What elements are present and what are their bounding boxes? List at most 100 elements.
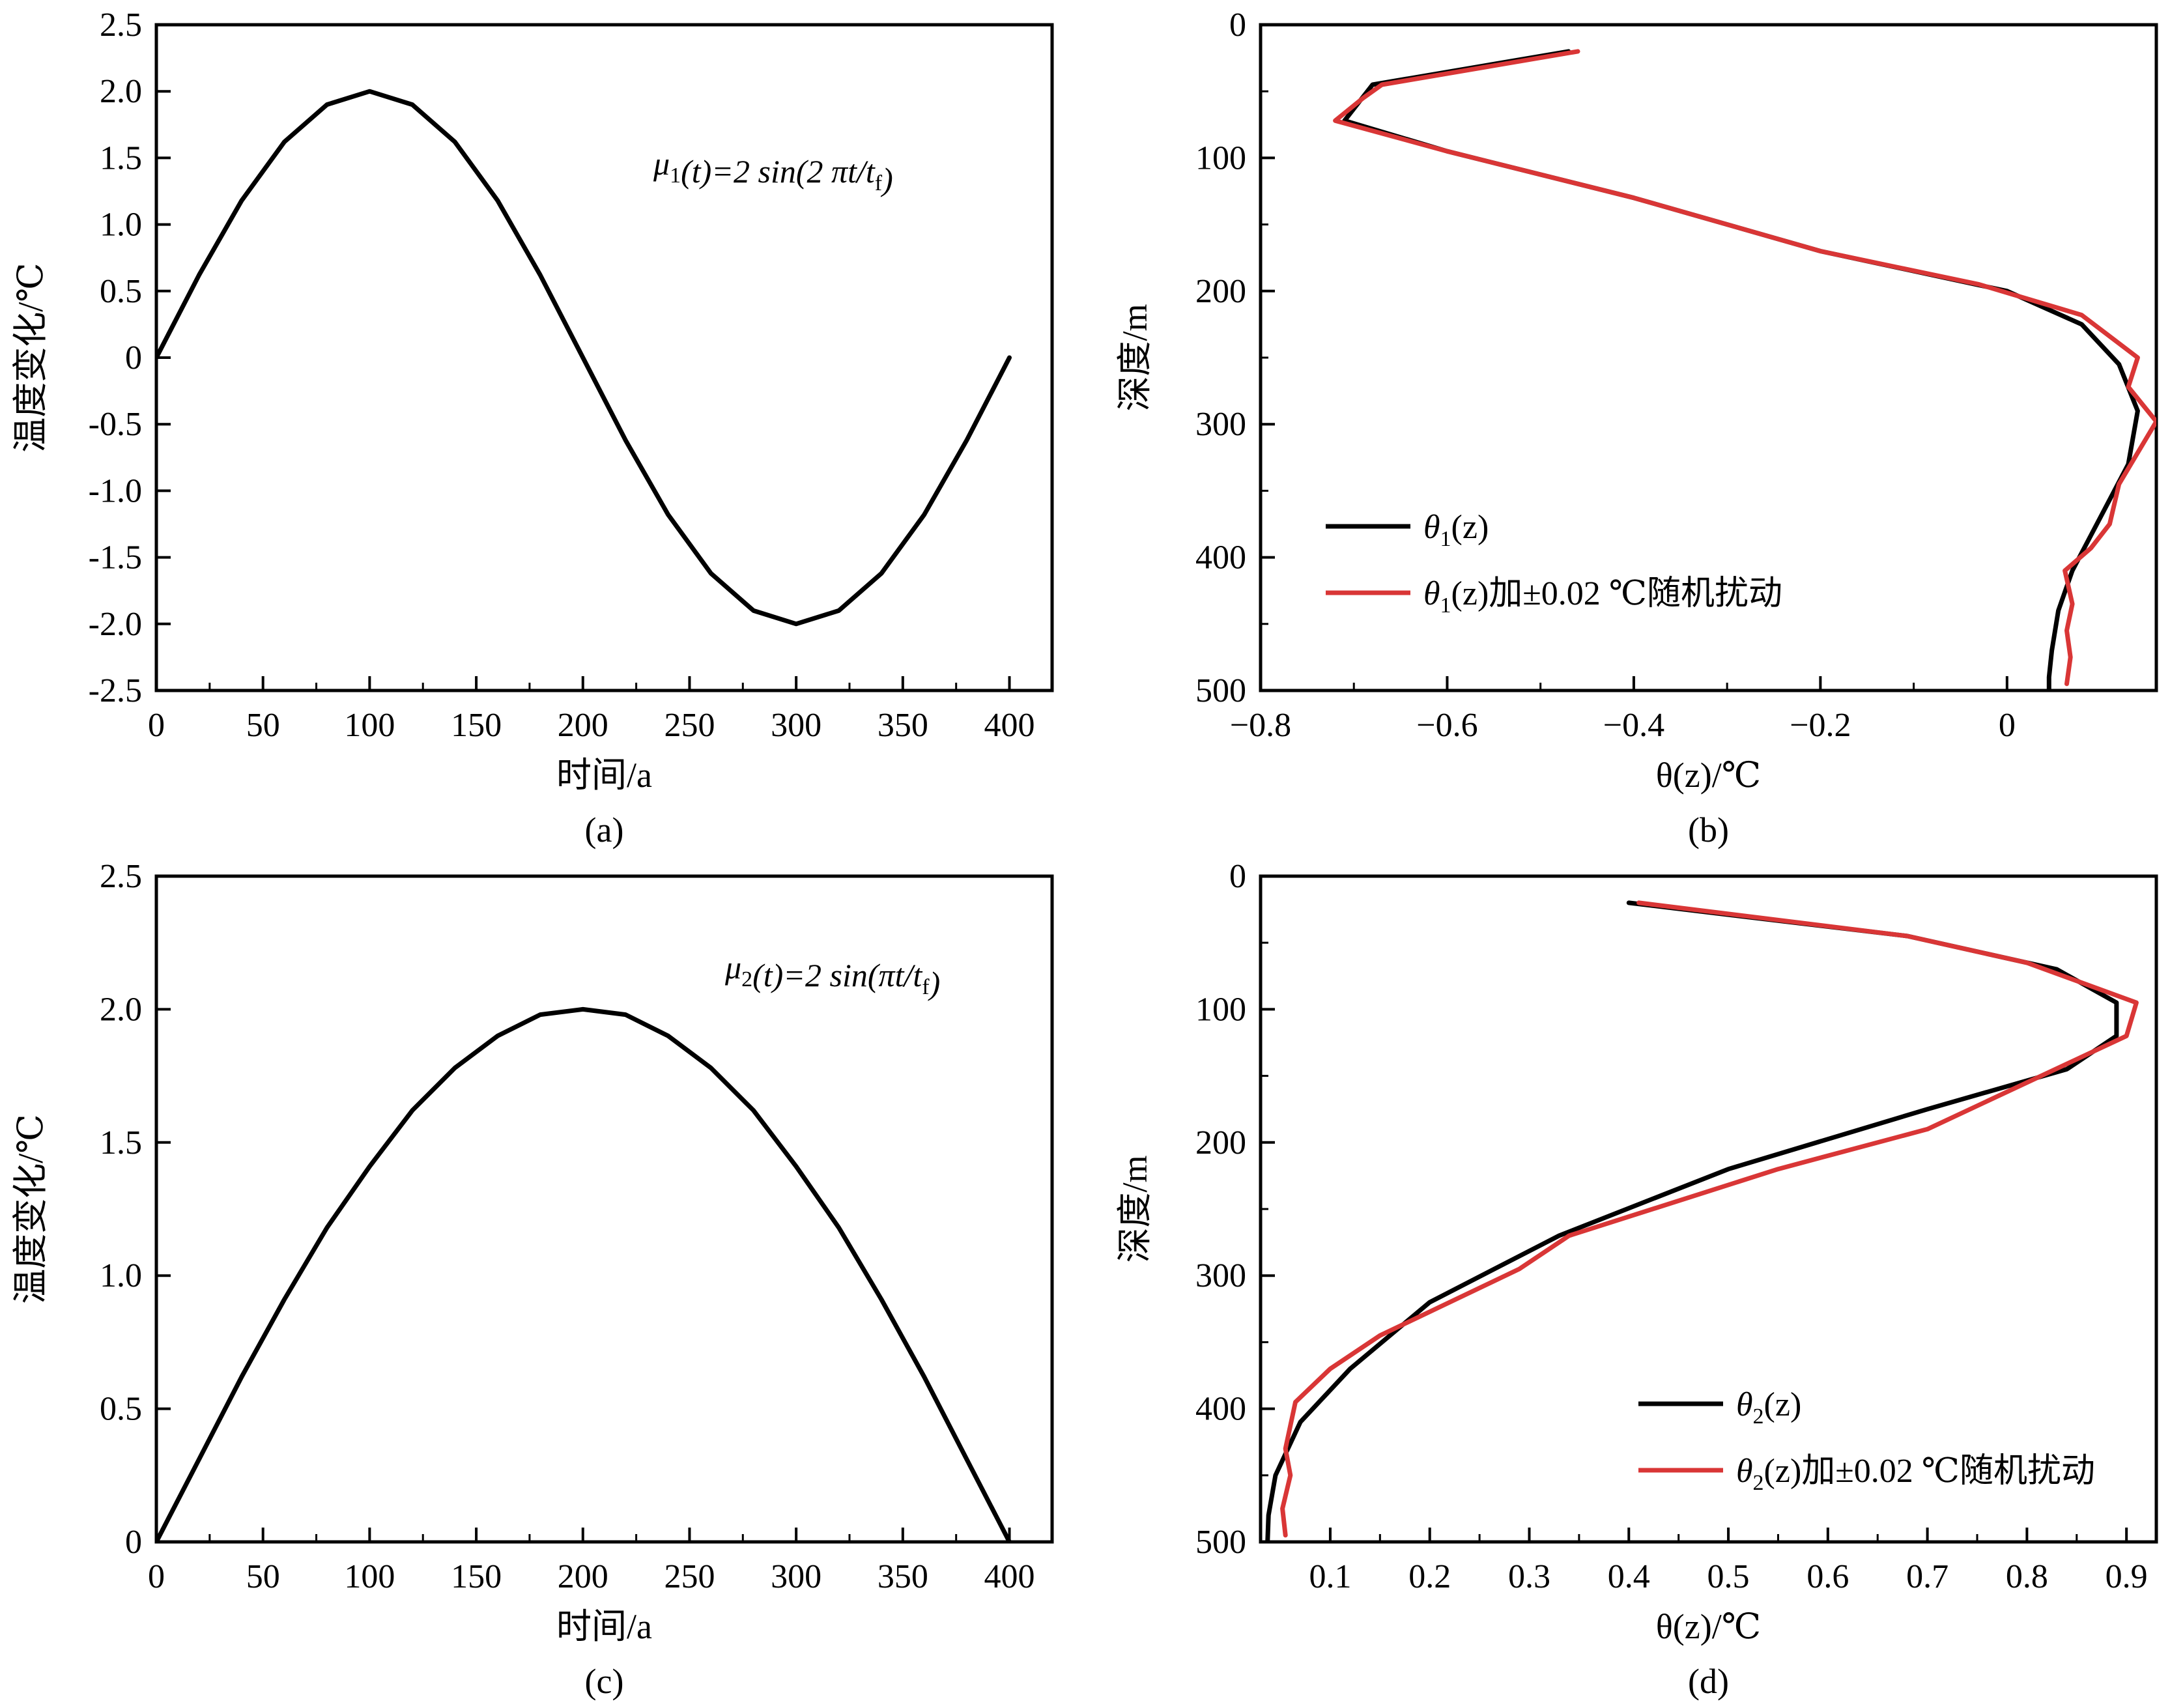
panel-a: 0 50 100 150 200 250 300 350 400 -2.5 -2.0 -1.5 -1.0… — [11, 7, 1054, 849]
y-tick-label: 0 — [1229, 7, 1246, 44]
y-tick-label: 400 — [1195, 1391, 1246, 1428]
x-tick-label: 0.2 — [1408, 1558, 1451, 1595]
legend-symbol: θ — [1423, 509, 1440, 546]
panel-caption: (a) — [585, 810, 624, 849]
y-tick-label: 300 — [1195, 406, 1246, 443]
formula-part: f — [875, 171, 883, 195]
y-tick-label: 100 — [1195, 991, 1246, 1028]
legend-rest: (z) — [1764, 1386, 1802, 1423]
y-tick-label: -0.5 — [89, 406, 142, 443]
legend-rest: (z) — [1451, 509, 1489, 546]
y-tick-label: 1.5 — [100, 139, 142, 177]
legend-label-2: θ2(z)加±0.02 ℃随机扰动 — [1736, 1453, 2095, 1495]
formula-annotation: μ2(t)=2 sin(πt/tf) — [724, 949, 940, 1001]
legend-symbol: θ — [1736, 1386, 1753, 1423]
y-tick-label: 100 — [1195, 139, 1246, 177]
formula-part: 2 — [741, 967, 752, 991]
x-axis-label: 时间/a — [556, 756, 652, 795]
y-axis-label: 深度/m — [1115, 304, 1154, 411]
y-tick-label: 0 — [1229, 858, 1246, 895]
y-tick-label: 1.0 — [100, 206, 142, 244]
x-tick-label: 300 — [771, 1558, 821, 1595]
series-line-1 — [156, 89, 1012, 627]
x-tick-label: 250 — [664, 1558, 715, 1595]
plot-frame — [154, 23, 1054, 692]
y-tick-label: 2.5 — [100, 858, 142, 895]
y-tick-label: 500 — [1195, 672, 1246, 709]
x-tick-label: 0.1 — [1309, 1558, 1351, 1595]
y-tick-label: 0.5 — [100, 273, 142, 310]
legend-label-1: θ1(z) — [1423, 509, 1489, 551]
panel-d: 0.1 0.2 0.3 0.4 0.5 0.6 0.7 0.8 0.9 0 100 200 300 400… — [1115, 858, 2158, 1701]
x-tick-label: 0.8 — [2006, 1558, 2048, 1595]
x-tick-label: 0 — [148, 1558, 165, 1595]
x-tick-label: 50 — [246, 1558, 280, 1595]
x-tick-label: 0.7 — [1906, 1558, 1949, 1595]
series-line-2 — [1333, 49, 2156, 687]
x-tick-label: −0.8 — [1230, 707, 1291, 744]
formula-part: μ — [724, 949, 741, 986]
y-tick-label: 300 — [1195, 1257, 1246, 1294]
plot-frame — [154, 874, 1054, 1544]
y-tick-label: 0 — [125, 339, 142, 377]
x-tick-label: 0.5 — [1707, 1558, 1750, 1595]
y-tick-label: 2.0 — [100, 73, 142, 110]
legend-symbol: θ — [1423, 575, 1440, 612]
y-axis-label: 温度变化/℃ — [11, 263, 50, 452]
formula-part: 1 — [670, 164, 681, 188]
panel-caption: (b) — [1688, 810, 1729, 849]
formula-part: f — [922, 975, 930, 999]
x-tick-label: 200 — [558, 707, 608, 744]
plot-frame — [1259, 874, 2158, 1544]
y-tick-label: 1.5 — [100, 1124, 142, 1161]
y-tick-label: -1.0 — [89, 472, 142, 509]
formula-part: μ — [653, 145, 670, 182]
x-tick-label: 0.4 — [1608, 1558, 1650, 1595]
x-tick-label: 150 — [451, 1558, 502, 1595]
y-tick-label: 500 — [1195, 1524, 1246, 1561]
x-tick-label: −0.2 — [1790, 707, 1851, 744]
legend-rest: (z)加±0.02 ℃随机扰动 — [1764, 1453, 2095, 1490]
y-tick-label: 400 — [1195, 539, 1246, 576]
y-axis-label: 温度变化/℃ — [11, 1114, 50, 1303]
x-tick-label: 400 — [984, 707, 1035, 744]
series-line-1 — [156, 1006, 1012, 1542]
x-axis-label: θ(z)/℃ — [1656, 756, 1761, 795]
y-tick-label: 1.0 — [100, 1257, 142, 1294]
formula-part: ) — [928, 965, 941, 1001]
x-axis-label: 时间/a — [556, 1607, 652, 1646]
formula-annotation: μ1(t)=2 sin(2 πt/tf) — [653, 145, 893, 197]
legend-subscript: 1 — [1440, 593, 1451, 618]
y-tick-label: 2.5 — [100, 7, 142, 44]
x-tick-label: 400 — [984, 1558, 1035, 1595]
panel-c: 0 50 100 150 200 250 300 350 400 0 0.5 1.0 1.5 2.0 2.5… — [11, 858, 1054, 1701]
y-tick-label: 200 — [1195, 1124, 1246, 1161]
x-tick-label: 0.3 — [1508, 1558, 1550, 1595]
series-line-2 — [1280, 900, 2139, 1538]
x-tick-label: 200 — [558, 1558, 608, 1595]
legend-label-1: θ2(z) — [1736, 1386, 1801, 1429]
y-tick-label: 2.0 — [100, 991, 142, 1028]
x-tick-label: 100 — [344, 707, 395, 744]
legend-subscript: 2 — [1753, 1404, 1764, 1429]
panel-caption: (c) — [585, 1662, 624, 1701]
y-tick-label: 0 — [125, 1524, 142, 1561]
legend-symbol: θ — [1736, 1453, 1753, 1490]
legend-subscript: 1 — [1440, 527, 1451, 551]
legend-subscript: 2 — [1753, 1471, 1764, 1495]
x-tick-label: 0 — [1999, 707, 2016, 744]
x-tick-label: 350 — [878, 1558, 928, 1595]
formula-part: ) — [880, 161, 893, 197]
y-axis-label: 深度/m — [1115, 1155, 1154, 1262]
series-line-1 — [1265, 900, 2119, 1542]
panel-caption: (d) — [1688, 1662, 1729, 1701]
y-tick-label: -2.0 — [89, 606, 142, 643]
legend-rest: (z)加±0.02 ℃随机扰动 — [1451, 575, 1782, 612]
formula-part: (t)=2 sin(2 πt/t — [681, 153, 876, 190]
formula-part: (t)=2 sin(πt/t — [752, 957, 922, 993]
x-tick-label: 150 — [451, 707, 502, 744]
y-tick-label: -2.5 — [89, 672, 142, 709]
x-tick-label: −0.4 — [1603, 707, 1664, 744]
x-tick-label: 50 — [246, 707, 280, 744]
